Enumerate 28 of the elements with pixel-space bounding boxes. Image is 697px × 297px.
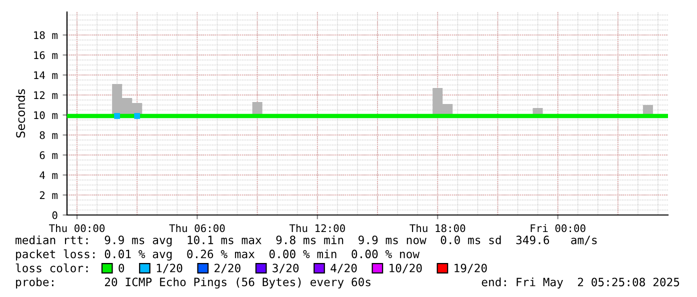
- legend-title: loss color:: [16, 263, 88, 272]
- legend-label: 10/20: [390, 264, 422, 274]
- legend-label: 1/20: [156, 264, 182, 274]
- text: packet loss: 0.01 % avg 0.26 % max 0.00 % min 0.00 % now: [16, 249, 420, 261]
- x-tick-label: Thu 18:00: [410, 224, 466, 232]
- x-tick-label: Thu 06:00: [169, 224, 225, 232]
- y-tick-label: 8 m: [40, 131, 58, 140]
- text: end: Fri May 2 05:25:08 2025: [482, 278, 680, 289]
- legend-label: 19/20: [454, 264, 487, 274]
- y-axis-title: Seconds: [16, 89, 26, 138]
- legend-label: 4/20: [330, 264, 357, 274]
- y-tick-label: 2 m: [40, 191, 58, 199]
- x-tick-label: Thu 12:00: [289, 224, 345, 232]
- y-tick-label: 14 m: [34, 71, 58, 79]
- y-tick-label: 18 m: [34, 31, 58, 40]
- y-tick-label: 6 m: [40, 151, 58, 160]
- x-tick-label: Thu 00:00: [49, 224, 105, 232]
- legend-label: 2/20: [214, 264, 240, 274]
- legend-label: 0: [118, 264, 124, 272]
- y-tick-label: 16 m: [34, 51, 58, 60]
- text: median rtt: 9.9 ms avg 10.1 ms max 9.8 ms min 9.9 ms now 0.0 ms sd 349.6 am/s: [16, 235, 597, 247]
- legend-label: 3/20: [272, 264, 299, 274]
- y-tick-label: 12 m: [34, 91, 58, 99]
- y-tick-label: 4 m: [40, 171, 58, 179]
- y-tick-label: 10 m: [34, 111, 58, 120]
- text: probe: 20 ICMP Echo Pings (56 Bytes) every 60s: [16, 277, 370, 289]
- y-tick-label: 0: [52, 211, 58, 220]
- x-tick-label: Fri 00:00: [530, 224, 586, 232]
